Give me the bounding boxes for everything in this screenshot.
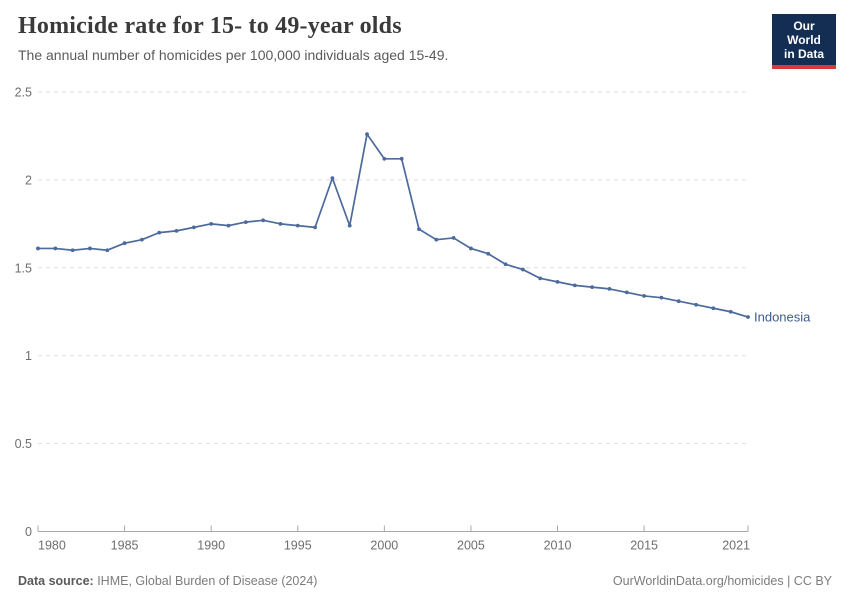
data-point-marker	[330, 176, 335, 181]
data-point-marker	[711, 306, 716, 311]
chart-header: Homicide rate for 15- to 49-year olds Th…	[18, 0, 850, 63]
data-point-marker	[399, 156, 404, 161]
data-point-marker	[70, 248, 75, 253]
data-point-marker	[36, 246, 40, 251]
x-tick-label: 1995	[284, 539, 312, 553]
data-point-marker	[347, 223, 352, 228]
y-tick-label: 2	[25, 173, 32, 187]
data-point-marker	[538, 276, 543, 281]
data-point-marker	[642, 294, 646, 298]
data-point-marker	[243, 220, 248, 224]
data-point-marker	[174, 228, 179, 233]
data-point-marker	[261, 218, 266, 223]
data-point-marker	[122, 241, 127, 246]
data-point-marker	[434, 237, 439, 242]
y-tick-label: 1.5	[15, 261, 32, 275]
y-tick-label: 1	[25, 349, 32, 363]
data-point-marker	[607, 286, 612, 291]
data-point-marker	[676, 299, 681, 304]
data-point-marker	[624, 290, 629, 295]
data-point-marker	[382, 156, 387, 161]
data-point-marker	[295, 223, 300, 228]
y-tick-label: 0.5	[15, 437, 32, 451]
data-point-marker	[209, 221, 214, 226]
data-point-marker	[313, 225, 317, 230]
data-point-marker	[365, 132, 369, 137]
data-point-marker	[417, 227, 421, 232]
x-tick-label: 2021	[722, 539, 750, 553]
data-point-marker	[590, 285, 595, 290]
data-point-marker	[191, 225, 196, 230]
series-line	[37, 133, 749, 318]
page-title: Homicide rate for 15- to 49-year olds	[18, 13, 402, 39]
chart-subtitle: The annual number of homicides per 100,0…	[18, 47, 449, 63]
footer-attribution: OurWorldinData.org/homicides | CC BY	[612, 574, 832, 588]
owid-logo-line2: in Data	[783, 47, 824, 61]
data-point-marker	[520, 267, 525, 272]
data-point-marker	[226, 223, 231, 228]
x-tick-label: 2000	[370, 539, 398, 553]
data-point-marker	[694, 302, 698, 307]
data-point-marker	[486, 251, 491, 256]
chart-footer: Data source: IHME, Global Burden of Dise…	[18, 574, 832, 588]
data-point-marker	[572, 283, 577, 288]
x-tick-label: 2005	[457, 539, 485, 553]
y-tick-label: 2.5	[15, 86, 32, 100]
data-source-text: IHME, Global Burden of Disease (2024)	[93, 574, 318, 588]
data-point-marker	[746, 315, 750, 319]
owid-logo: Our World in Data	[772, 14, 836, 69]
x-tick-label: 1990	[197, 539, 225, 553]
y-tick-label: 0	[25, 525, 32, 539]
x-tick-label: 1980	[38, 539, 66, 553]
data-point-marker	[88, 246, 92, 251]
owid-logo-line1: Our World	[787, 19, 821, 47]
data-point-marker	[278, 221, 283, 226]
data-point-marker	[728, 309, 733, 314]
x-tick-label: 2010	[544, 539, 572, 553]
data-point-marker	[157, 230, 162, 235]
data-point-marker	[469, 246, 473, 251]
x-tick-label: 1985	[111, 539, 139, 553]
data-point-marker	[555, 279, 560, 284]
data-point-marker	[659, 295, 664, 300]
data-point-marker	[503, 262, 508, 267]
data-point-marker	[140, 237, 144, 242]
x-tick-label: 2015	[630, 539, 658, 553]
data-source-note: Data source: IHME, Global Burden of Dise…	[18, 574, 317, 588]
data-point-marker	[105, 248, 110, 253]
series-label: Indonesia	[754, 310, 811, 325]
data-point-marker	[451, 236, 456, 240]
data-point-marker	[53, 246, 58, 251]
data-source-label: Data source:	[18, 574, 94, 588]
